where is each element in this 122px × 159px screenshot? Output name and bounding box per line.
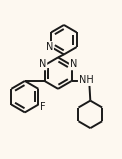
Text: N: N: [46, 42, 53, 52]
Text: NH: NH: [79, 75, 94, 85]
Text: F: F: [41, 101, 46, 111]
Text: N: N: [39, 59, 46, 69]
Text: N: N: [70, 59, 77, 69]
